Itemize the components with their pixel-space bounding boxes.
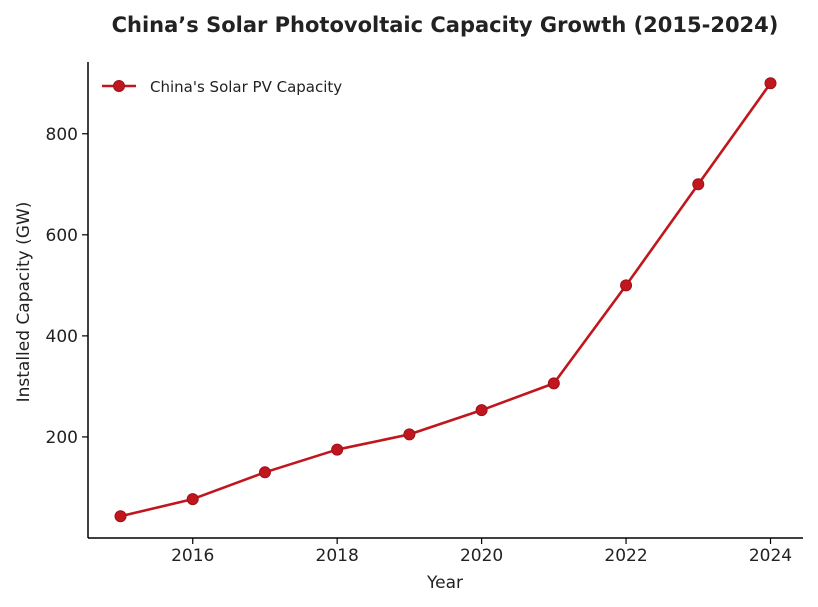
tick-group: 2016 2018 2020 2022 2024 200 400 600 800 bbox=[46, 125, 793, 566]
x-tick-label: 2018 bbox=[316, 546, 359, 566]
data-point bbox=[620, 279, 633, 292]
y-axis-label: Installed Capacity (GW) bbox=[14, 202, 34, 403]
data-point bbox=[764, 77, 777, 90]
data-point bbox=[547, 377, 560, 390]
x-axis-label: Year bbox=[426, 573, 463, 593]
x-tick-label: 2022 bbox=[604, 546, 647, 566]
x-tick-label: 2016 bbox=[171, 546, 214, 566]
y-tick-label: 800 bbox=[46, 125, 78, 145]
series-group bbox=[114, 77, 777, 523]
data-point bbox=[475, 404, 488, 417]
x-tick-label: 2020 bbox=[460, 546, 503, 566]
data-point bbox=[114, 510, 127, 523]
data-point bbox=[331, 443, 344, 456]
y-tick-label: 600 bbox=[46, 226, 78, 246]
legend-swatch-marker bbox=[113, 80, 125, 92]
axes bbox=[87, 62, 803, 539]
data-point bbox=[403, 428, 416, 441]
data-point bbox=[258, 466, 271, 479]
chart-title: China’s Solar Photovoltaic Capacity Grow… bbox=[112, 13, 779, 37]
legend: China's Solar PV Capacity bbox=[102, 78, 342, 96]
y-tick-label: 200 bbox=[46, 428, 78, 448]
legend-label: China's Solar PV Capacity bbox=[150, 78, 342, 96]
x-tick-label: 2024 bbox=[749, 546, 792, 566]
y-tick-label: 400 bbox=[46, 327, 78, 347]
series-line bbox=[120, 82, 772, 518]
data-point bbox=[186, 493, 199, 506]
data-point bbox=[692, 178, 705, 191]
